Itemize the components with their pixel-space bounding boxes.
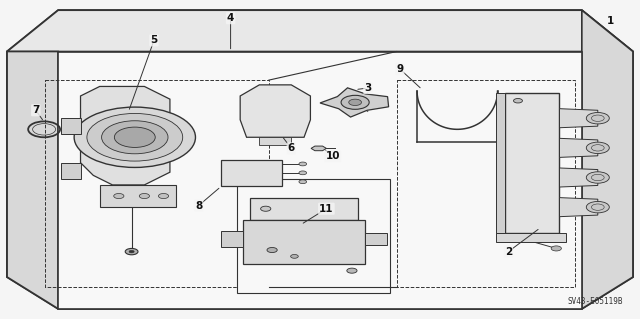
Circle shape — [586, 142, 609, 153]
Polygon shape — [559, 197, 598, 217]
Polygon shape — [243, 220, 365, 264]
Circle shape — [513, 99, 522, 103]
Circle shape — [299, 162, 307, 166]
Text: SV43-E05119B: SV43-E05119B — [568, 297, 623, 306]
Polygon shape — [505, 93, 559, 233]
Circle shape — [74, 107, 195, 167]
Circle shape — [102, 121, 168, 154]
Polygon shape — [81, 86, 170, 185]
Polygon shape — [7, 51, 58, 309]
Text: 9: 9 — [396, 64, 403, 74]
Polygon shape — [320, 88, 388, 117]
Circle shape — [125, 249, 138, 255]
Polygon shape — [559, 138, 598, 157]
Text: 5: 5 — [150, 35, 157, 45]
Text: 11: 11 — [319, 204, 333, 214]
Polygon shape — [250, 197, 358, 220]
Polygon shape — [495, 93, 505, 233]
Polygon shape — [221, 160, 282, 187]
Circle shape — [299, 180, 307, 184]
Polygon shape — [559, 168, 598, 187]
Circle shape — [349, 99, 362, 106]
Text: 3: 3 — [364, 83, 372, 93]
Polygon shape — [7, 10, 633, 51]
Circle shape — [586, 201, 609, 213]
Circle shape — [586, 113, 609, 124]
Polygon shape — [240, 85, 310, 137]
Text: 1: 1 — [607, 16, 614, 26]
Circle shape — [299, 171, 307, 175]
Polygon shape — [237, 179, 390, 293]
Circle shape — [115, 127, 156, 147]
Polygon shape — [495, 233, 566, 242]
Text: 7: 7 — [32, 105, 40, 115]
Circle shape — [129, 250, 134, 253]
Polygon shape — [365, 233, 387, 245]
Circle shape — [551, 246, 561, 251]
Text: 2: 2 — [505, 247, 512, 256]
Circle shape — [586, 172, 609, 183]
Polygon shape — [221, 231, 243, 247]
Circle shape — [291, 255, 298, 258]
Circle shape — [140, 194, 150, 198]
Polygon shape — [61, 163, 81, 179]
Circle shape — [347, 268, 357, 273]
Circle shape — [341, 95, 369, 109]
Polygon shape — [100, 185, 176, 207]
Text: 6: 6 — [287, 143, 295, 153]
Polygon shape — [7, 10, 633, 309]
Polygon shape — [311, 146, 326, 151]
Circle shape — [114, 194, 124, 198]
Circle shape — [87, 114, 182, 161]
Polygon shape — [582, 10, 633, 309]
Text: 10: 10 — [326, 151, 340, 161]
Polygon shape — [559, 109, 598, 128]
Text: 8: 8 — [195, 201, 202, 211]
Polygon shape — [58, 51, 582, 309]
Circle shape — [159, 194, 169, 198]
Circle shape — [267, 248, 277, 253]
Circle shape — [260, 206, 271, 211]
Polygon shape — [259, 137, 291, 145]
Text: 4: 4 — [227, 13, 234, 23]
Polygon shape — [61, 118, 81, 134]
